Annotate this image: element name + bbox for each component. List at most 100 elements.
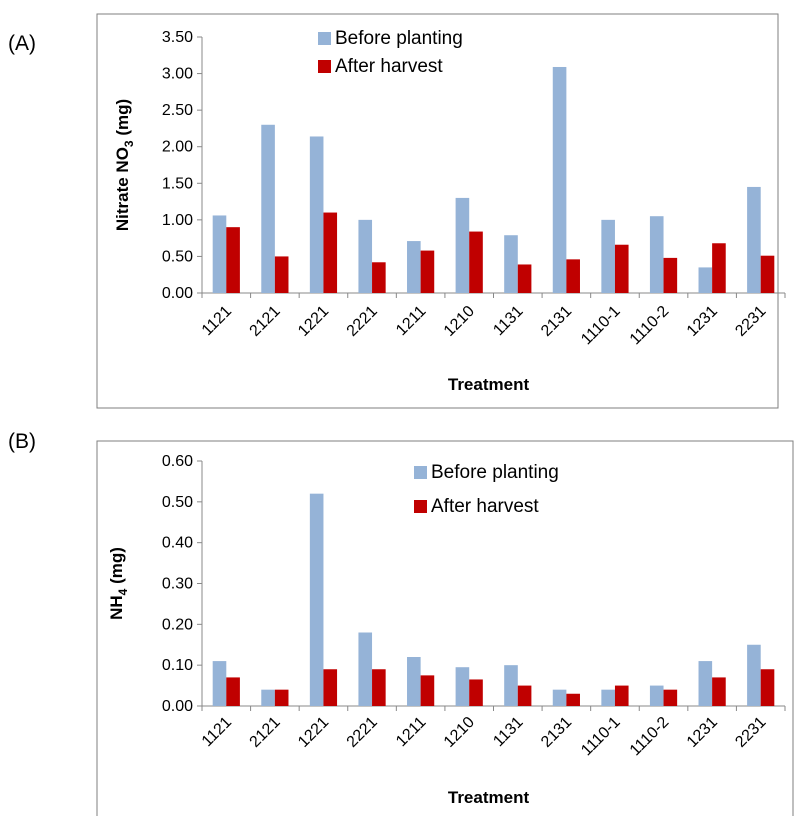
bar-after-harvest	[323, 212, 338, 293]
chart-frame	[96, 13, 779, 409]
x-tick-label: 1210	[441, 714, 478, 751]
y-tick-label: 0.50	[162, 494, 193, 511]
bar-after-harvest	[663, 257, 678, 293]
bar-before-planting	[504, 665, 518, 706]
legend-swatch-before-planting	[414, 466, 427, 479]
x-tick-label: 1211	[393, 714, 429, 750]
bar-before-planting	[261, 689, 275, 706]
bar-before-planting	[407, 657, 421, 706]
y-tick-label: 0.60	[162, 453, 193, 470]
bar-before-planting	[698, 661, 713, 706]
bar-after-harvest	[663, 689, 678, 706]
bar-after-harvest	[469, 231, 483, 293]
y-tick-label: 2.00	[162, 139, 193, 156]
x-tick-label: 1231	[684, 714, 721, 751]
x-tick-label: 1211	[393, 303, 429, 339]
y-axis-title: Nitrate NO3 (mg)	[113, 99, 136, 231]
y-tick-label: 3.00	[162, 66, 193, 83]
y-tick-label: 0.40	[162, 535, 193, 552]
bar-before-planting	[309, 136, 324, 293]
x-tick-label: 1210	[441, 303, 478, 340]
bar-after-harvest	[226, 227, 240, 293]
bar-after-harvest	[712, 243, 726, 293]
bar-after-harvest	[517, 685, 532, 706]
x-tick-label: 2231	[732, 303, 769, 340]
y-tick-label: 0.10	[162, 657, 193, 674]
bar-after-harvest	[323, 669, 338, 706]
x-tick-label: 2121	[247, 714, 284, 751]
bar-before-planting	[747, 186, 761, 293]
bar-after-harvest	[517, 264, 532, 293]
bar-before-planting	[309, 493, 324, 706]
bar-before-planting	[698, 267, 713, 293]
legend-label: Before planting	[431, 462, 559, 483]
bar-before-planting	[212, 661, 227, 706]
x-tick-label: 2221	[344, 714, 381, 751]
bar-after-harvest	[372, 669, 386, 706]
bar-after-harvest	[420, 675, 435, 706]
y-tick-label: 0.00	[162, 285, 193, 302]
bar-before-planting	[455, 197, 470, 293]
x-tick-label: 1110-1	[578, 303, 624, 349]
x-tick-label: 1110-2	[627, 303, 673, 349]
bar-after-harvest	[614, 685, 629, 706]
x-axis-title: Treatment	[448, 375, 530, 394]
bar-after-harvest	[614, 244, 629, 293]
bar-after-harvest	[274, 256, 289, 293]
chart-b: 0.00 0.10 0.20 0.30 0.40 0.50 0.60 1121 2121 1221…	[96, 440, 794, 816]
x-tick-label: 2131	[538, 303, 575, 340]
bar-after-harvest	[760, 669, 775, 706]
bar-before-planting	[601, 219, 615, 293]
x-tick-label: 1121	[199, 303, 235, 339]
bar-before-planting	[649, 216, 664, 293]
x-tick-label: 1121	[199, 714, 235, 750]
y-tick-label: 3.50	[162, 29, 193, 46]
x-axis-title: Treatment	[448, 788, 530, 807]
legend-swatch-after-harvest	[318, 60, 331, 73]
panel-b-label: (B)	[8, 430, 36, 453]
y-tick-label: 1.50	[162, 175, 193, 192]
bar-before-planting	[358, 632, 373, 706]
bar-before-planting	[747, 644, 761, 706]
bar-after-harvest	[566, 693, 580, 706]
bar-before-planting	[504, 235, 518, 293]
legend-swatch-before-planting	[318, 32, 331, 45]
bar-after-harvest	[420, 250, 435, 293]
bar-before-planting	[212, 215, 227, 293]
x-tick-label: 1221	[295, 303, 332, 340]
x-tick-label: 2221	[344, 303, 381, 340]
panel-a-label: (A)	[8, 32, 36, 55]
x-tick-label: 1131	[490, 714, 526, 750]
bar-before-planting	[552, 66, 567, 293]
bar-before-planting	[358, 219, 373, 293]
y-tick-label: 0.30	[162, 576, 193, 593]
chart-frame	[96, 440, 794, 816]
y-axis-title: NH4 (mg)	[107, 547, 130, 620]
x-tick-label: 1110-1	[578, 714, 624, 760]
bar-after-harvest	[712, 677, 726, 706]
chart-a: 0.00 0.50 1.00 1.50 2.00 2.50 3.00 3.50 1121 2121…	[96, 13, 786, 409]
y-tick-label: 0.20	[162, 616, 193, 633]
bar-before-planting	[455, 667, 470, 706]
bar-before-planting	[649, 685, 664, 706]
x-tick-label: 1110-2	[627, 714, 673, 760]
legend-swatch-after-harvest	[414, 500, 427, 513]
x-tick-label: 1131	[490, 303, 526, 339]
x-tick-label: 1221	[295, 714, 332, 751]
legend-label: After harvest	[431, 496, 539, 517]
x-tick-label: 2131	[538, 714, 575, 751]
bar-after-harvest	[566, 259, 580, 293]
legend-label: Before planting	[335, 28, 463, 49]
y-tick-label: 1.00	[162, 212, 193, 229]
bar-before-planting	[261, 124, 275, 294]
bar-before-planting	[407, 241, 421, 293]
bar-before-planting	[601, 689, 615, 706]
bar-after-harvest	[372, 262, 386, 293]
y-tick-label: 2.50	[162, 102, 193, 119]
x-tick-label: 1231	[684, 303, 721, 340]
y-tick-label: 0.50	[162, 248, 193, 265]
x-tick-label: 2231	[732, 714, 769, 751]
x-tick-label: 2121	[247, 303, 284, 340]
legend-label: After harvest	[335, 56, 443, 77]
bar-after-harvest	[469, 679, 483, 706]
